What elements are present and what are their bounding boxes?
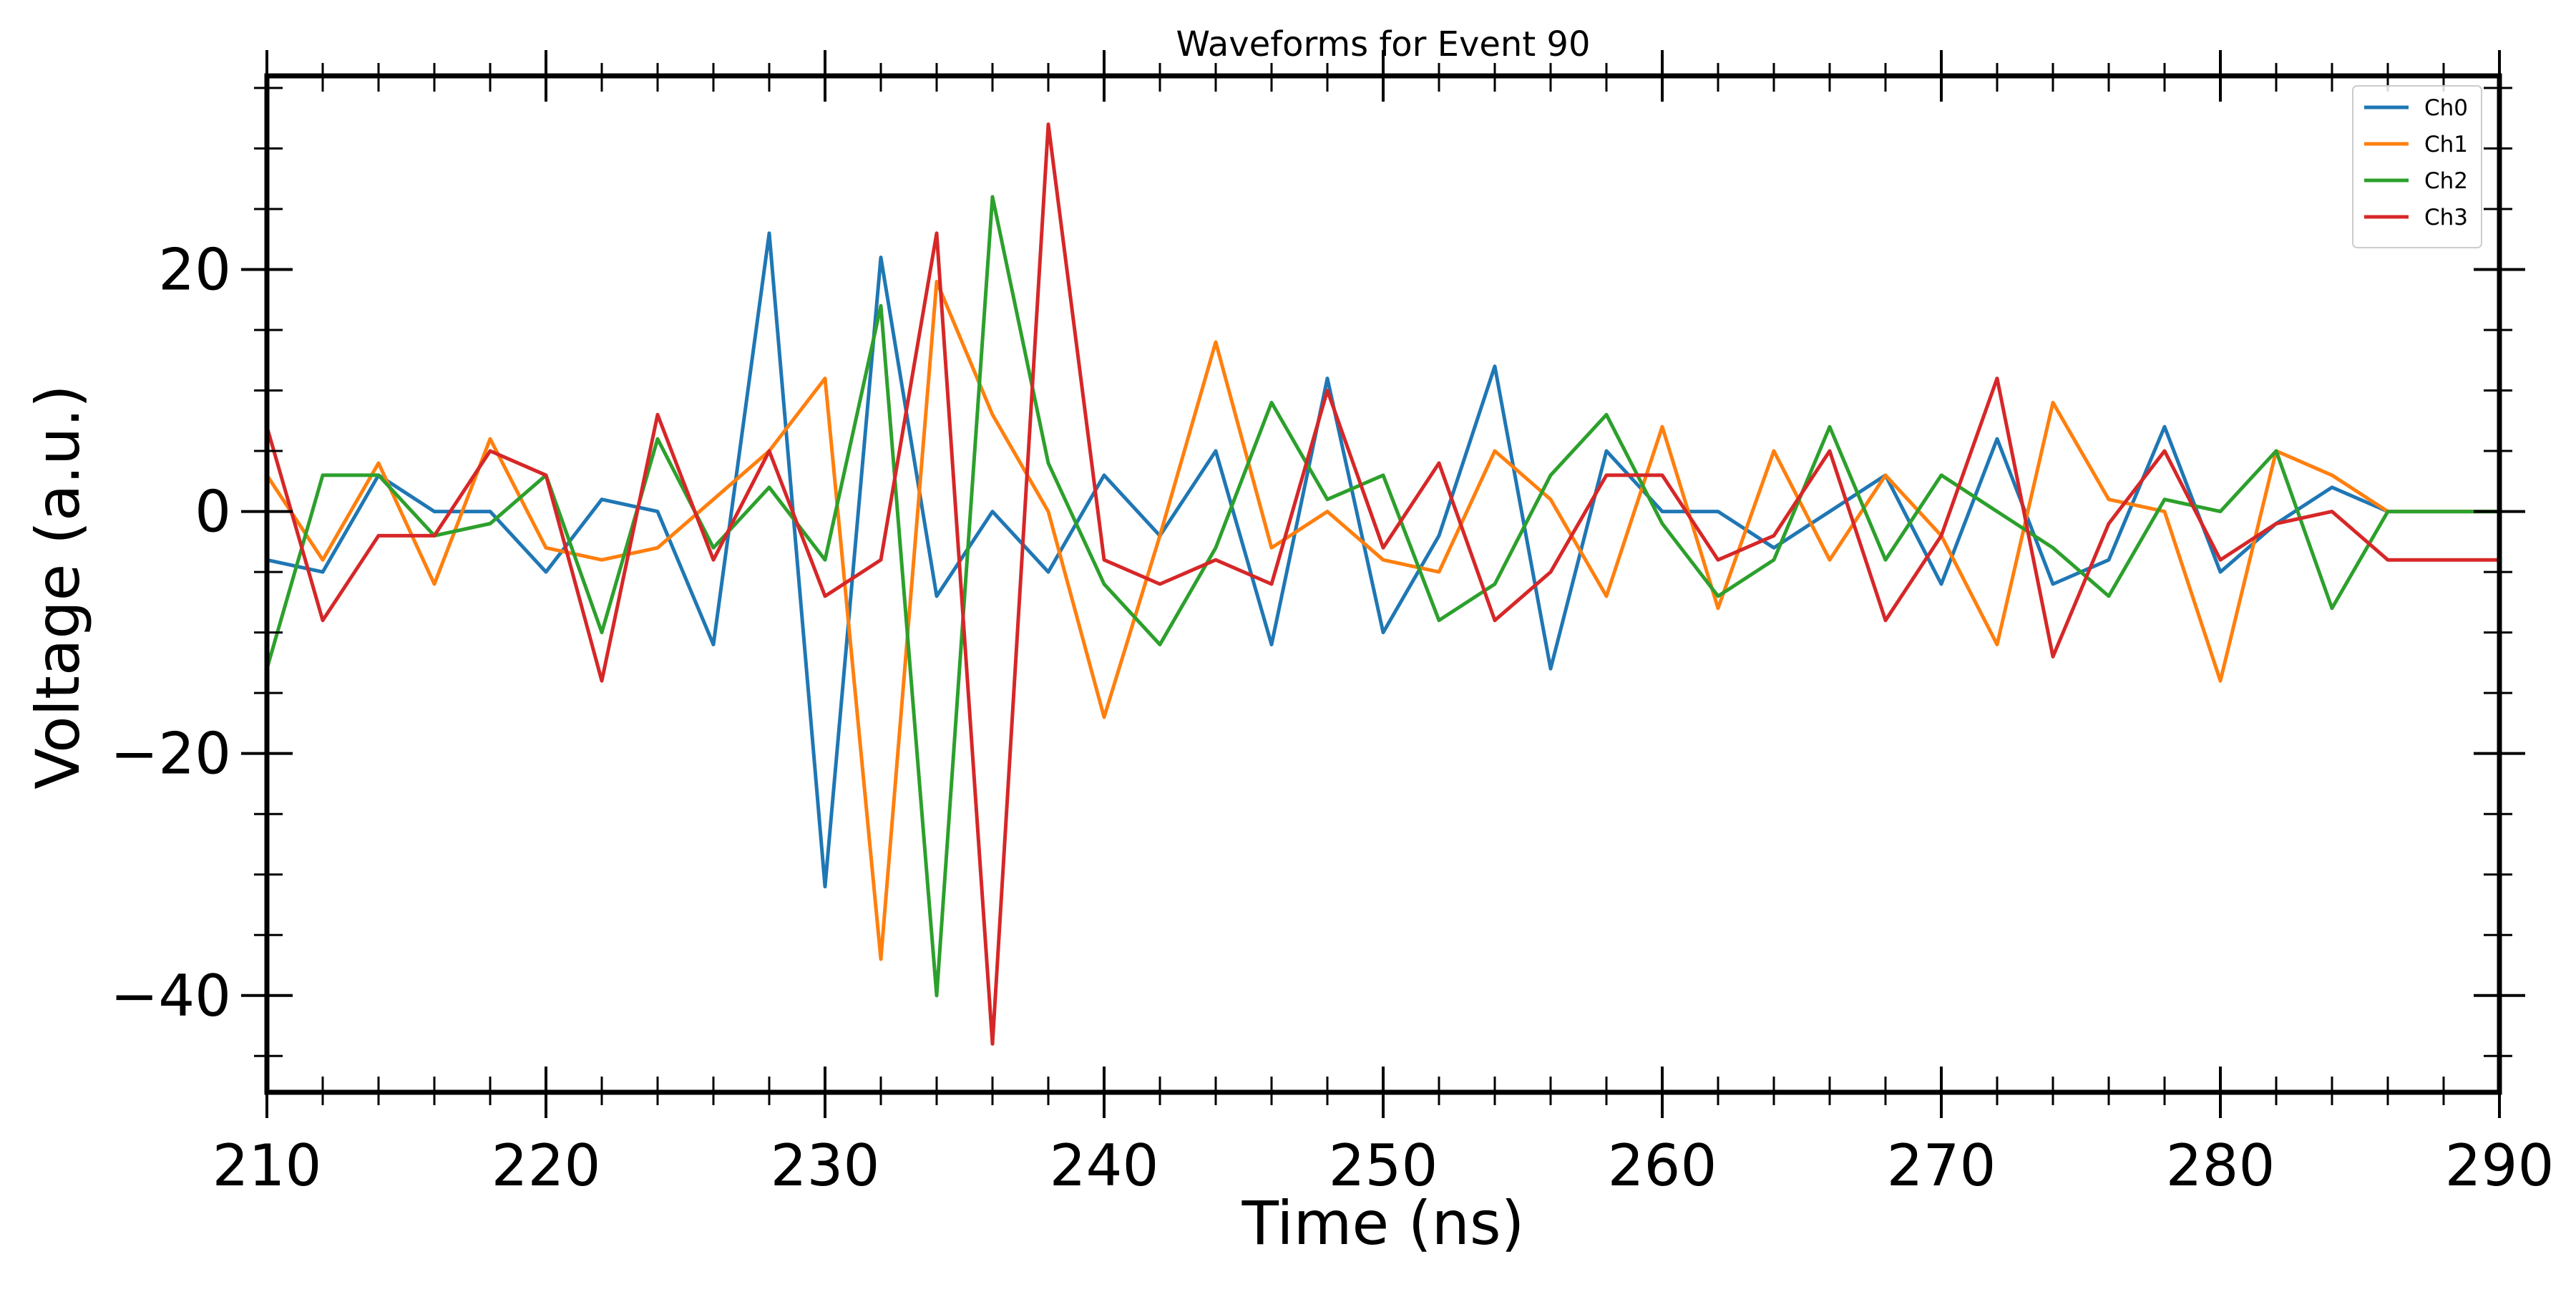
legend-box [2352,85,2482,248]
y-axis-label: Voltage (a.u.) [23,384,93,789]
x-tick-label: 280 [2166,1132,2275,1199]
x-tick-label: 290 [2445,1132,2555,1199]
y-tick-label: −40 [110,963,231,1029]
x-axis-label: Time (ns) [1241,1188,1525,1258]
legend-label-ch0: Ch0 [2424,95,2468,121]
series-line-ch3 [267,122,2499,1046]
x-tick-label: 210 [213,1132,322,1199]
series-line-ch1 [267,279,2499,961]
marks-layer: 210 220 230 240 250 260 270 280 290 20 0 −20 −40 Ch0 C… [110,50,2554,1199]
x-tick-label: 230 [771,1132,880,1199]
legend-label-ch2: Ch2 [2424,168,2468,194]
x-tick-label: 250 [1329,1132,1438,1199]
legend-label-ch3: Ch3 [2424,205,2468,230]
x-tick-label: 240 [1050,1132,1159,1199]
y-tick-label: 20 [158,236,231,303]
y-tick-label: −20 [110,721,231,787]
x-tick-label: 260 [1608,1132,1717,1199]
x-tick-label: 270 [1887,1132,1996,1199]
y-tick-label: 0 [195,479,231,545]
x-tick-label: 220 [492,1132,601,1199]
legend-label-ch1: Ch1 [2424,132,2468,157]
